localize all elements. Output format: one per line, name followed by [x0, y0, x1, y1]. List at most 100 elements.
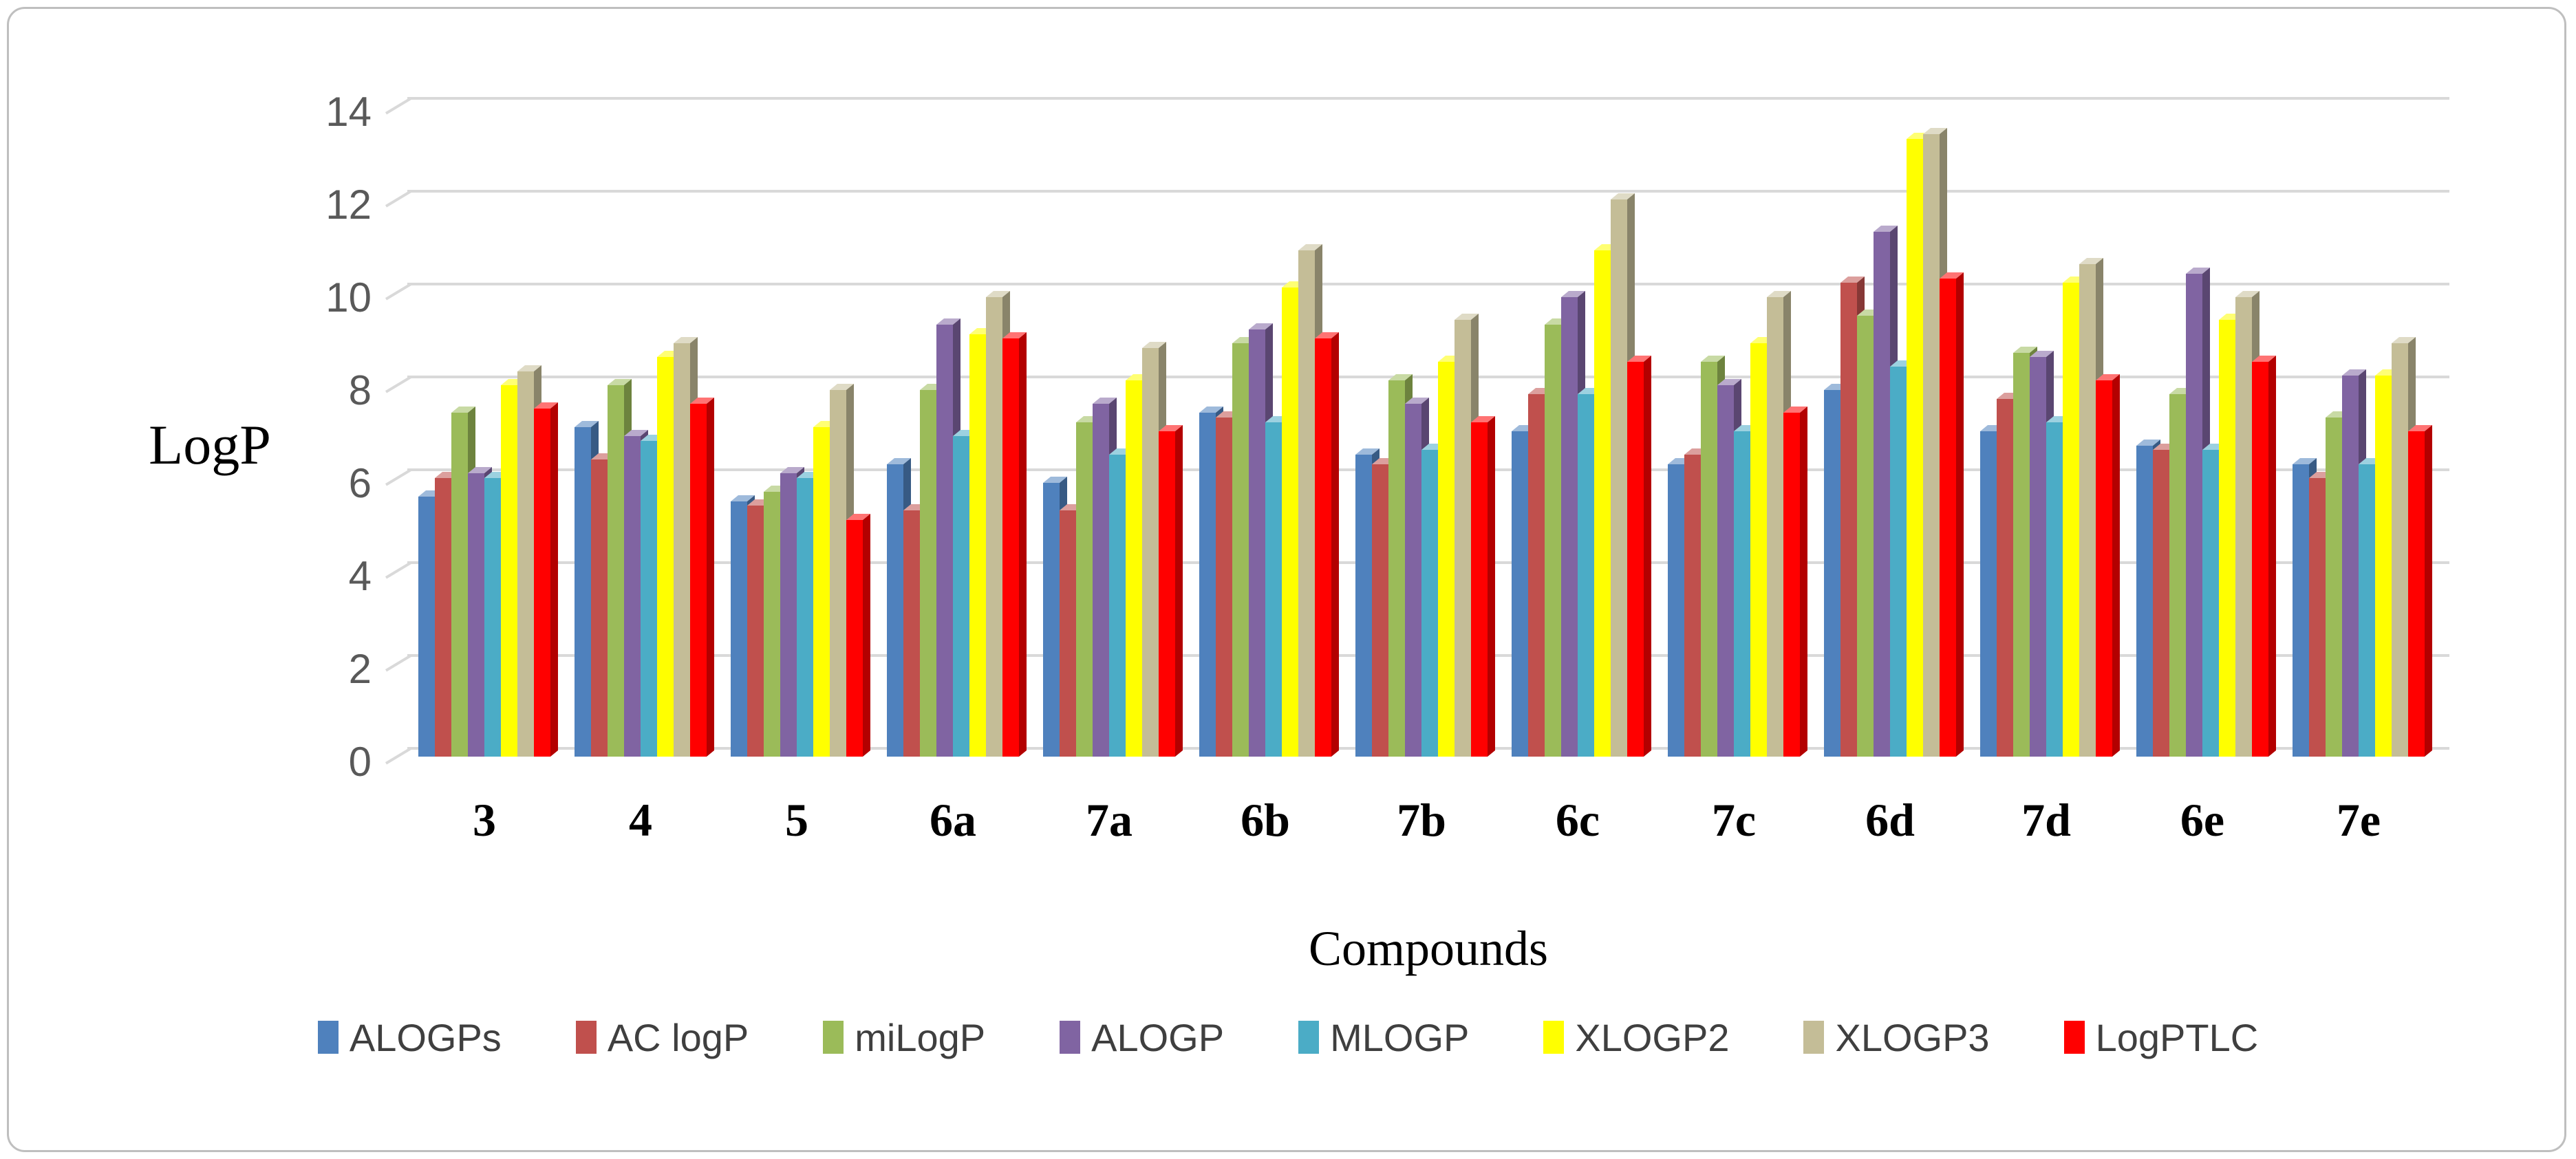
bar-front-face	[1249, 329, 1265, 757]
bar-top-face	[418, 490, 442, 497]
bar-front-face	[887, 464, 903, 757]
bar-top-face	[2293, 458, 2317, 464]
legend-item: miLogP	[823, 1015, 985, 1060]
bar-front-face	[534, 409, 550, 757]
bar-front-face	[1060, 510, 1076, 757]
bar-front-face	[986, 297, 1002, 757]
gridline-perspective-tick	[385, 283, 412, 301]
bar-front-face	[1093, 404, 1109, 757]
bar-top-face	[903, 504, 927, 510]
bar-top-face	[2375, 369, 2399, 376]
bar-top-face	[1561, 291, 1585, 297]
bar-front-face	[575, 427, 591, 757]
bar-top-face	[1783, 407, 1807, 413]
bar-top-face	[1405, 398, 1429, 404]
bar-side-face	[863, 514, 870, 757]
bar-front-face	[2079, 264, 2096, 757]
bar-top-face	[2326, 411, 2350, 418]
y-tick-label: 14	[325, 89, 372, 135]
bar-top-face	[2342, 369, 2366, 376]
legend-swatch	[823, 1021, 844, 1054]
bar-front-face	[2136, 446, 2153, 757]
bar-top-face	[468, 467, 492, 473]
bar-front-face	[1940, 279, 1956, 757]
bar-front-face	[1216, 418, 1232, 757]
bar-front-face	[1997, 399, 2013, 757]
legend-item: LogPTLC	[2063, 1015, 2258, 1060]
bar-top-face	[953, 430, 977, 436]
bar-front-face	[1421, 450, 1438, 757]
gridline-perspective-tick	[385, 468, 412, 486]
bar-front-face	[674, 343, 690, 757]
bar-top-face	[517, 365, 541, 371]
gridline-perspective-tick	[385, 561, 412, 579]
bar-top-face	[1684, 448, 1708, 455]
bar-top-face	[1701, 356, 1725, 362]
bar-top-face	[747, 499, 771, 506]
bar-top-face	[1940, 272, 1964, 279]
bar-top-face	[624, 430, 648, 436]
bar-front-face	[501, 385, 517, 757]
bar-front-face	[1783, 413, 1800, 757]
bar-top-face	[1923, 128, 1947, 134]
bar-top-face	[731, 495, 755, 501]
bar-front-face	[1890, 367, 1907, 757]
bar-front-face	[1282, 288, 1298, 757]
bar-top-face	[674, 337, 698, 343]
bar-front-face	[2293, 464, 2309, 757]
bar-top-face	[501, 379, 525, 385]
legend-item: ALOGP	[1060, 1015, 1224, 1060]
legend-item: XLOGP3	[1803, 1015, 1990, 1060]
bar-top-face	[575, 421, 599, 427]
bar-top-face	[1455, 314, 1479, 320]
bar-LogPTLC-3	[534, 402, 558, 757]
bar-front-face	[1043, 483, 1060, 757]
bar-LogPTLC-7d	[2096, 374, 2120, 757]
x-category-label: 6d	[1865, 794, 1915, 846]
bar-front-face	[468, 473, 484, 757]
legend-swatch	[1543, 1021, 1565, 1054]
bar-top-face	[2046, 416, 2070, 422]
bar-top-face	[2079, 258, 2103, 264]
bar-front-face	[1578, 394, 1594, 757]
x-category-label: 6b	[1241, 794, 1290, 846]
x-category-label: 7c	[1711, 794, 1757, 846]
bar-front-face	[1109, 455, 1126, 757]
bar-top-face	[887, 458, 911, 464]
gridline-perspective-tick	[385, 190, 412, 208]
bar-top-face	[1043, 477, 1067, 483]
bar-LogPTLC-6b	[1315, 332, 1339, 757]
bar-top-face	[1282, 281, 1306, 288]
bar-front-face	[1142, 348, 1159, 757]
bar-top-face	[1060, 504, 1084, 510]
bar-top-face	[1890, 360, 1914, 367]
bar-front-face	[1232, 343, 1249, 757]
bar-top-face	[1594, 244, 1618, 250]
bar-top-face	[1824, 384, 1848, 390]
legend-label: miLogP	[855, 1015, 986, 1059]
legend-swatch	[2063, 1021, 2085, 1054]
bar-top-face	[780, 467, 804, 473]
gridline	[407, 97, 2449, 100]
x-category-label: 4	[629, 794, 652, 846]
bar-top-face	[2219, 314, 2243, 320]
bar-front-face	[1315, 338, 1331, 757]
bar-top-face	[2309, 472, 2333, 478]
bar-front-face	[1471, 422, 1488, 757]
bar-top-face	[608, 379, 632, 385]
bar-side-face	[1956, 272, 1964, 757]
bar-top-face	[1421, 444, 1446, 450]
bar-top-face	[451, 407, 475, 413]
bar-front-face	[1857, 316, 1874, 757]
bar-top-face	[1159, 425, 1183, 431]
bar-top-face	[2408, 425, 2432, 431]
x-category-label: 6c	[1555, 794, 1600, 846]
bar-front-face	[903, 510, 920, 757]
bar-top-face	[1980, 425, 2004, 431]
bar-front-face	[2252, 362, 2268, 757]
bar-top-face	[2013, 347, 2037, 353]
bar-front-face	[2046, 422, 2063, 757]
bar-top-face	[1076, 416, 1100, 422]
bar-top-face	[797, 472, 821, 478]
